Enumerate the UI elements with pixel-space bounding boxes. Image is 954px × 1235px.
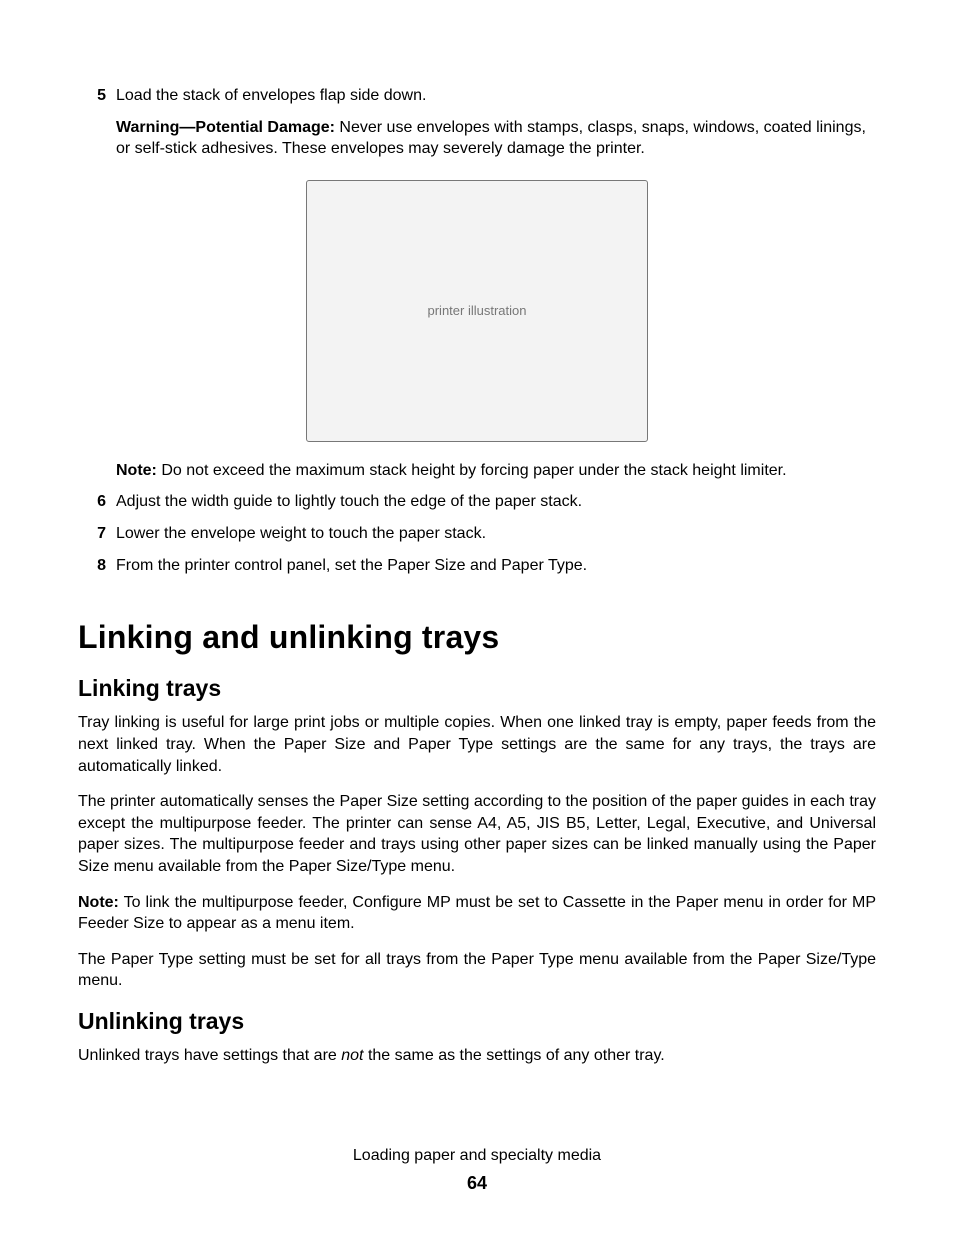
unlinking-text-pre: Unlinked trays have settings that are xyxy=(78,1047,341,1064)
note-label: Note: xyxy=(78,894,119,911)
step-5: 5 Load the stack of envelopes flap side … xyxy=(78,85,876,107)
footer-chapter: Loading paper and specialty media xyxy=(0,1145,954,1167)
printer-illustration: printer illustration xyxy=(306,180,648,442)
step-number: 6 xyxy=(78,491,116,513)
linking-paragraph-2: The printer automatically senses the Pap… xyxy=(78,791,876,877)
linking-paragraph-3: The Paper Type setting must be set for a… xyxy=(78,949,876,992)
step-7: 7 Lower the envelope weight to touch the… xyxy=(78,523,876,545)
step-text: From the printer control panel, set the … xyxy=(116,555,876,577)
step-number: 8 xyxy=(78,555,116,577)
section-heading: Linking and unlinking trays xyxy=(78,616,876,659)
step-number: 5 xyxy=(78,85,116,107)
step-6: 6 Adjust the width guide to lightly touc… xyxy=(78,491,876,513)
page-footer: Loading paper and specialty media 64 xyxy=(0,1145,954,1195)
step-8: 8 From the printer control panel, set th… xyxy=(78,555,876,577)
note-block: Note: Do not exceed the maximum stack he… xyxy=(116,460,876,482)
footer-page-number: 64 xyxy=(0,1171,954,1195)
step-text: Adjust the width guide to lightly touch … xyxy=(116,491,876,513)
step-text: Lower the envelope weight to touch the p… xyxy=(116,523,876,545)
subsection-unlinking-heading: Unlinking trays xyxy=(78,1006,876,1037)
step-text: Load the stack of envelopes flap side do… xyxy=(116,85,876,107)
warning-block: Warning—Potential Damage: Never use enve… xyxy=(116,117,876,160)
note-label: Note: xyxy=(116,462,157,479)
subsection-linking-heading: Linking trays xyxy=(78,673,876,704)
warning-label: Warning—Potential Damage: xyxy=(116,119,335,136)
figure-container: printer illustration xyxy=(78,180,876,442)
document-page: 5 Load the stack of envelopes flap side … xyxy=(0,0,954,1235)
unlinking-paragraph: Unlinked trays have settings that are no… xyxy=(78,1045,876,1067)
linking-paragraph-1: Tray linking is useful for large print j… xyxy=(78,712,876,777)
unlinking-text-post: the same as the settings of any other tr… xyxy=(364,1047,665,1064)
note-text: To link the multipurpose feeder, Configu… xyxy=(78,894,876,933)
step-number: 7 xyxy=(78,523,116,545)
linking-note: Note: To link the multipurpose feeder, C… xyxy=(78,892,876,935)
note-text: Do not exceed the maximum stack height b… xyxy=(157,462,787,479)
unlinking-text-em: not xyxy=(341,1047,363,1064)
